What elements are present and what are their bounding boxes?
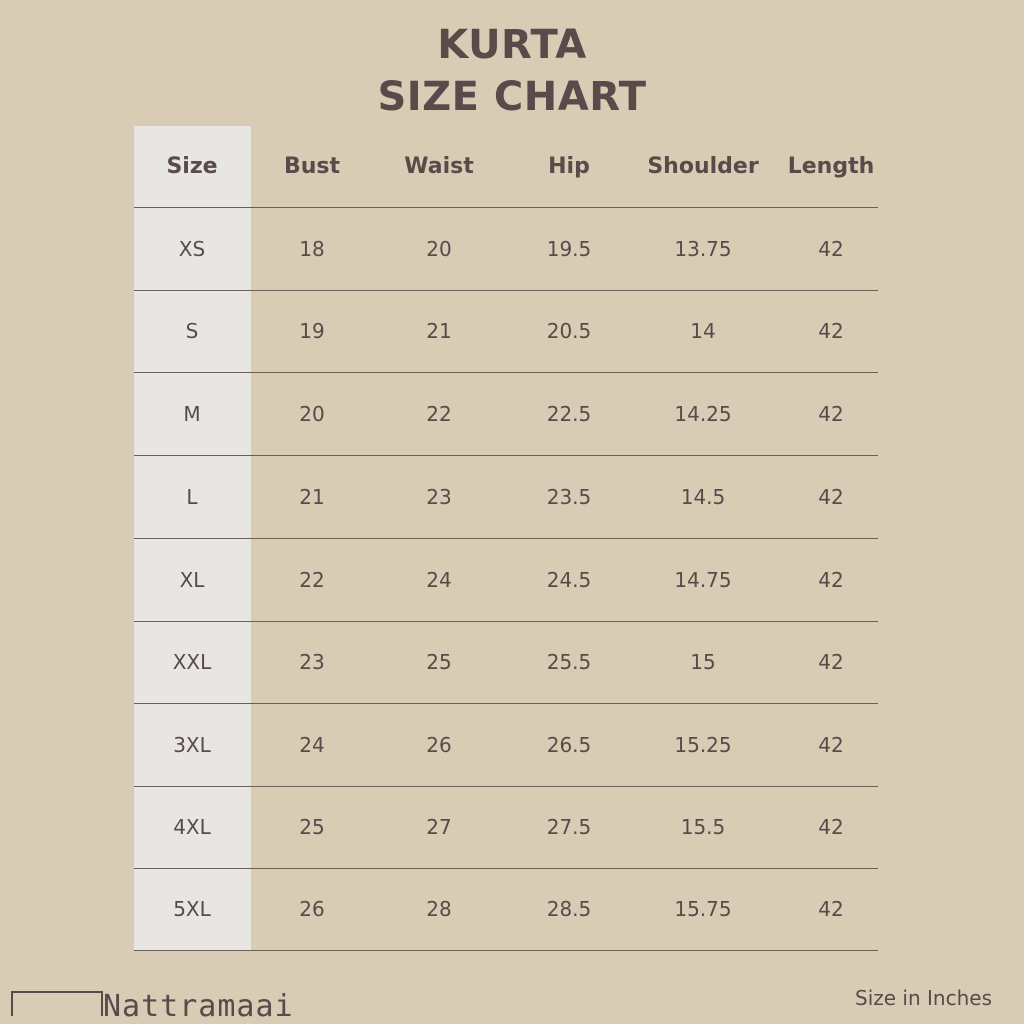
cell-hip: 27.5 [546,815,592,839]
cell-bust: 21 [299,484,325,509]
table-row: XXL 23 25 25.5 15 42 [134,621,878,703]
cell-shoulder: 15 [690,650,716,674]
table-row: 5XL 26 28 28.5 15.75 42 [134,868,878,950]
cell-shoulder: 15.75 [674,897,732,921]
cell-length: 42 [818,897,844,921]
cell-size: L [186,484,198,509]
cell-size: XS [178,236,206,261]
column-header-waist: Waist [404,153,474,179]
cell-waist: 25 [426,650,452,674]
cell-shoulder: 14.5 [680,484,726,509]
row-divider [134,621,878,622]
cell-length: 42 [818,401,844,426]
header-row: Size Bust Waist Hip Shoulder Length [134,126,878,206]
table-row: 4XL 25 27 27.5 15.5 42 [134,786,878,868]
cell-shoulder: 15.25 [674,732,732,757]
cell-hip: 19.5 [546,236,592,261]
cell-bust: 19 [299,319,325,343]
table-row: M 20 22 22.5 14.25 42 [134,372,878,455]
unit-note: Size in Inches [855,986,992,1010]
row-divider [134,290,878,291]
cell-bust: 26 [299,897,325,921]
cell-length: 42 [818,650,844,674]
cell-hip: 20.5 [546,319,592,343]
cell-shoulder: 14 [690,319,716,343]
row-divider [134,207,878,208]
cell-shoulder: 14.75 [674,567,732,592]
cell-hip: 22.5 [546,401,592,426]
cell-size: M [183,401,201,426]
cell-length: 42 [818,236,844,261]
table-row: L 21 23 23.5 14.5 42 [134,455,878,538]
cell-bust: 18 [299,236,325,261]
row-divider [134,786,878,787]
table-row: S 19 21 20.5 14 42 [134,290,878,372]
brand-logo-text: Nattramaai [103,990,294,1018]
column-header-hip: Hip [548,153,590,179]
cell-waist: 21 [426,319,452,343]
table-row: XS 18 20 19.5 13.75 42 [134,207,878,290]
cell-hip: 25.5 [546,650,592,674]
cell-length: 42 [818,484,844,509]
cell-waist: 28 [426,897,452,921]
cell-size: S [185,319,199,343]
column-header-size: Size [166,153,218,179]
cell-hip: 24.5 [546,567,592,592]
column-header-bust: Bust [283,153,341,179]
cell-waist: 26 [426,732,452,757]
cell-hip: 28.5 [546,897,592,921]
cell-bust: 25 [299,815,325,839]
cell-length: 42 [818,732,844,757]
row-divider [134,538,878,539]
cell-length: 42 [818,319,844,343]
cell-bust: 22 [299,567,325,592]
row-divider [134,372,878,373]
cell-length: 42 [818,567,844,592]
row-divider [134,950,878,951]
cell-waist: 22 [426,401,452,426]
cell-hip: 23.5 [546,484,592,509]
table-row: XL 22 24 24.5 14.75 42 [134,538,878,621]
cell-hip: 26.5 [546,732,592,757]
cell-waist: 23 [426,484,452,509]
cell-waist: 24 [426,567,452,592]
row-divider [134,703,878,704]
cell-size: 5XL [173,897,211,921]
cell-shoulder: 15.5 [680,815,726,839]
title-line-1: KURTA [437,22,587,68]
column-header-shoulder: Shoulder [647,153,759,179]
cell-size: 4XL [173,815,211,839]
cell-bust: 20 [299,401,325,426]
title-line-2: SIZE CHART [377,74,647,120]
column-header-length: Length [787,153,875,179]
cell-bust: 24 [299,732,325,757]
cell-size: XL [179,567,205,592]
cell-waist: 20 [426,236,452,261]
table-row: 3XL 24 26 26.5 15.25 42 [134,703,878,786]
cell-waist: 27 [426,815,452,839]
row-divider [134,455,878,456]
cell-shoulder: 13.75 [674,236,732,261]
brand-logo: Nattramaai [10,989,300,1024]
row-divider [134,868,878,869]
cell-bust: 23 [299,650,325,674]
cell-length: 42 [818,815,844,839]
cell-shoulder: 14.25 [674,401,732,426]
cell-size: 3XL [173,732,211,757]
cell-size: XXL [172,650,212,674]
